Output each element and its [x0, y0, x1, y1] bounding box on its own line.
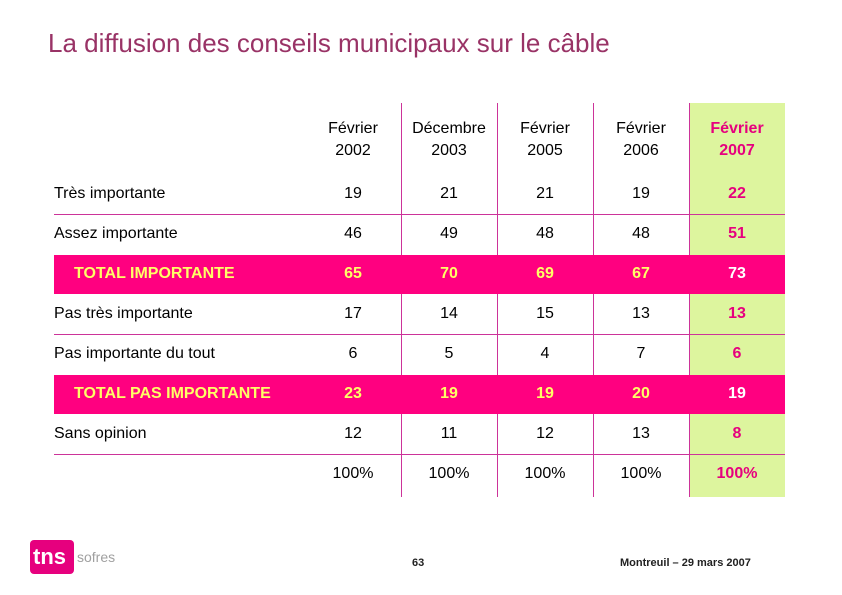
- table-cell: 12: [536, 425, 554, 442]
- row-label: Sans opinion: [54, 425, 147, 442]
- column-header: Février 2005: [497, 118, 593, 162]
- table-cell: 12: [344, 425, 362, 442]
- table-cell: 13: [632, 305, 650, 322]
- table-cell: 70: [440, 265, 458, 282]
- table-cell: 46: [344, 225, 362, 242]
- row-label: Pas importante du tout: [54, 345, 215, 362]
- table-cell: 11: [440, 425, 458, 442]
- table-cell: 100%: [428, 465, 470, 482]
- table-cell: 4: [540, 345, 550, 362]
- table-cell: 49: [440, 225, 458, 242]
- table-cell: 23: [344, 385, 362, 402]
- table-cell: 100%: [620, 465, 662, 482]
- table-cell: 67: [632, 265, 650, 282]
- row-divider: [54, 454, 785, 455]
- row-label: TOTAL IMPORTANTE: [74, 265, 235, 282]
- column-header-month: Décembre: [412, 120, 486, 137]
- table-cell: 100%: [716, 465, 758, 482]
- total-band: [54, 375, 785, 414]
- logo-sub: sofres: [77, 549, 115, 565]
- column-header-month: Février: [710, 120, 764, 137]
- footer-date: Montreuil – 29 mars 2007: [620, 557, 751, 569]
- row-divider: [54, 334, 785, 335]
- column-header: Décembre 2003: [401, 118, 497, 162]
- column-header: Février 2006: [593, 118, 689, 162]
- table-cell: 100%: [332, 465, 374, 482]
- row-label: TOTAL PAS IMPORTANTE: [74, 385, 271, 402]
- row-label: Assez importante: [54, 225, 178, 242]
- table-cell: 19: [632, 185, 650, 202]
- tns-sofres-logo: tns sofres: [30, 528, 120, 578]
- row-divider: [54, 214, 785, 215]
- logo-brand: tns: [33, 544, 66, 569]
- table-cell: 19: [440, 385, 458, 402]
- table-cell: 19: [536, 385, 554, 402]
- table-cell: 48: [536, 225, 554, 242]
- column-divider: [497, 103, 498, 497]
- table-cell: 19: [728, 385, 746, 402]
- row-label: Pas très importante: [54, 305, 193, 322]
- column-header-year: 2002: [335, 142, 371, 159]
- table-cell: 5: [444, 345, 454, 362]
- row-label: Très importante: [54, 185, 166, 202]
- page-number: 63: [412, 557, 425, 569]
- column-divider: [401, 103, 402, 497]
- column-header-year: 2006: [623, 142, 659, 159]
- table-cell: 15: [536, 305, 554, 322]
- table-cell: 17: [344, 305, 362, 322]
- table-cell: 65: [344, 265, 362, 282]
- column-header-month: Février: [616, 120, 666, 137]
- column-divider: [593, 103, 594, 497]
- table-cell: 48: [632, 225, 650, 242]
- column-header: Février 2007: [689, 118, 785, 162]
- total-band: [54, 255, 785, 294]
- table-cell: 51: [728, 225, 746, 242]
- table-cell: 21: [440, 185, 458, 202]
- table-cell: 6: [732, 345, 742, 362]
- page-title: La diffusion des conseils municipaux sur…: [48, 28, 610, 58]
- table-cell: 69: [536, 265, 554, 282]
- column-header-month: Février: [328, 120, 378, 137]
- column-divider: [689, 103, 690, 497]
- column-header-year: 2003: [431, 142, 467, 159]
- table-cell: 20: [632, 385, 650, 402]
- column-header: Février 2002: [305, 118, 401, 162]
- column-header-year: 2007: [719, 142, 755, 159]
- table-cell: 6: [348, 345, 358, 362]
- table-cell: 7: [636, 345, 646, 362]
- column-header-year: 2005: [527, 142, 563, 159]
- table-cell: 8: [732, 425, 742, 442]
- table-cell: 14: [440, 305, 458, 322]
- table-cell: 73: [728, 265, 746, 282]
- table-cell: 22: [728, 185, 746, 202]
- table-cell: 19: [344, 185, 362, 202]
- column-header-month: Février: [520, 120, 570, 137]
- highlight-column: [689, 103, 785, 497]
- table-cell: 100%: [524, 465, 566, 482]
- table-cell: 21: [536, 185, 554, 202]
- table-cell: 13: [632, 425, 650, 442]
- table-cell: 13: [728, 305, 746, 322]
